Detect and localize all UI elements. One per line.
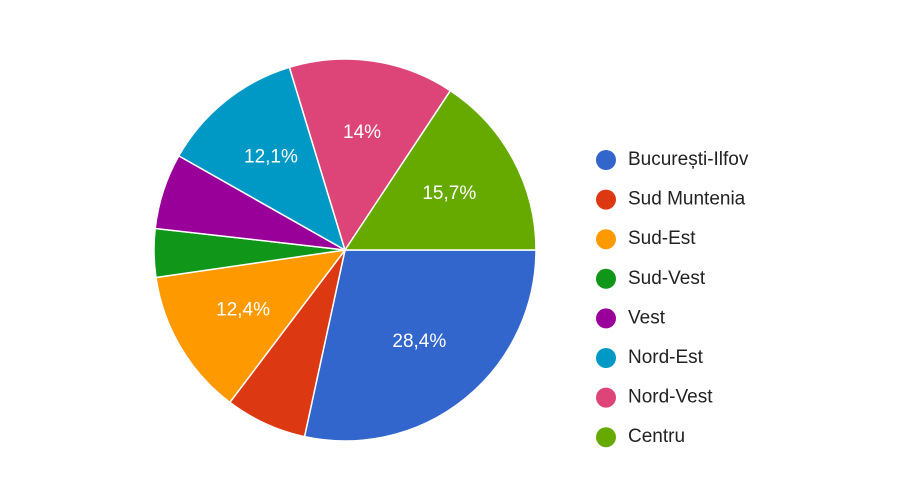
legend-label: Centru (628, 426, 685, 447)
legend-swatch (596, 268, 616, 289)
slice-label: 12,4% (216, 299, 270, 320)
legend-label: Nord-Vest (628, 387, 713, 408)
legend-swatch (596, 189, 616, 210)
legend-label: Sud Muntenia (628, 189, 746, 210)
slice-label: 12,1% (244, 147, 298, 168)
legend-label: București-Ilfov (628, 149, 749, 170)
legend-label: Sud-Est (628, 228, 696, 249)
legend-swatch (596, 387, 616, 408)
legend-label: Sud-Vest (628, 268, 706, 289)
pie-slice (303, 249, 537, 442)
legend-label: Vest (628, 307, 666, 328)
pie-slice (288, 58, 452, 252)
legend-swatch (596, 348, 616, 368)
pie-slice (155, 248, 347, 404)
legend-swatch (596, 427, 616, 448)
legend-swatch (596, 150, 616, 170)
legend-label: Nord-Est (628, 347, 704, 368)
slice-label: 28,4% (392, 331, 446, 352)
pie-slice (177, 66, 347, 252)
slice-label: 14% (343, 122, 381, 143)
slice-label: 15,7% (422, 183, 476, 204)
legend-swatch (596, 308, 616, 329)
pie-slice (343, 89, 537, 251)
legend-swatch (596, 229, 616, 250)
